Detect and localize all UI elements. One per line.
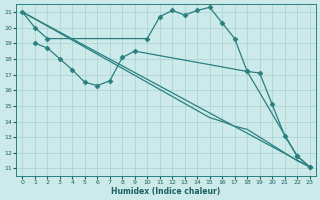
X-axis label: Humidex (Indice chaleur): Humidex (Indice chaleur): [111, 187, 221, 196]
